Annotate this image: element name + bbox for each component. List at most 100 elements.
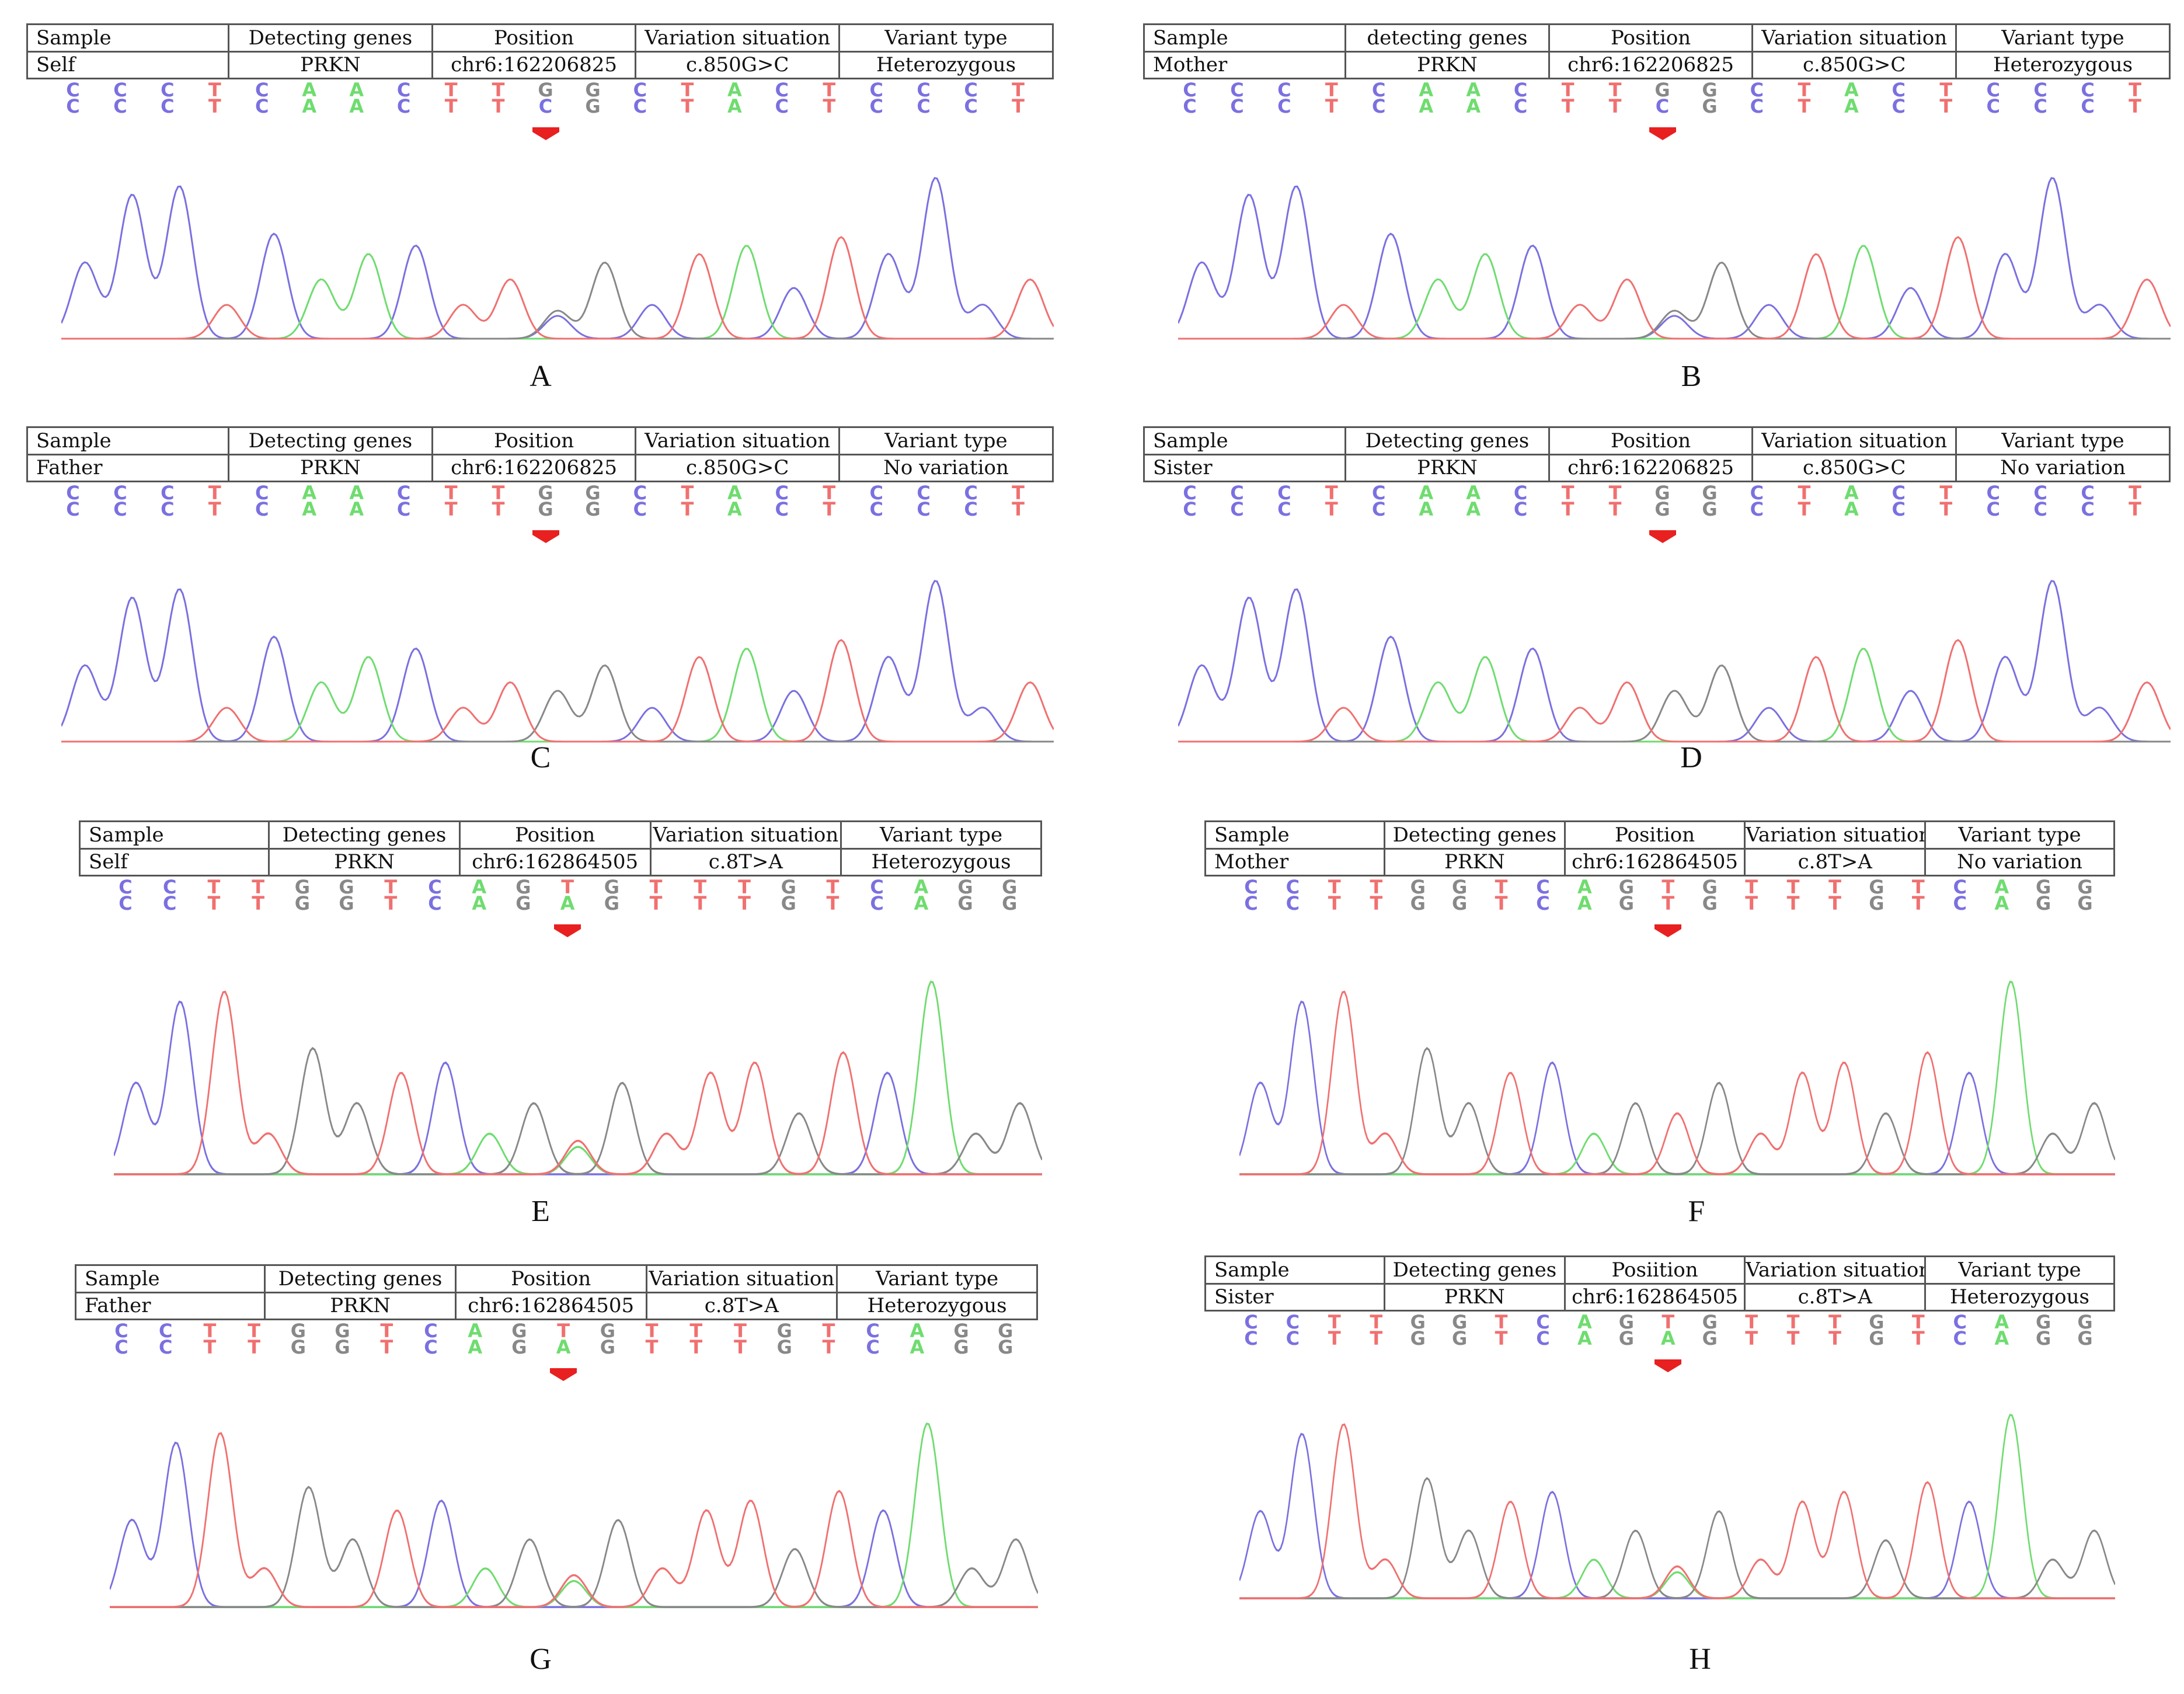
base-call: C	[1892, 95, 1906, 117]
base-call: A	[1577, 1327, 1592, 1349]
base-call: T	[1745, 1311, 1758, 1333]
base-call: G	[1410, 876, 1426, 898]
base-call: C	[113, 79, 127, 101]
base-call: C	[1183, 498, 1197, 520]
base-call: T	[822, 1336, 835, 1358]
base-call: A	[556, 1336, 571, 1358]
header-variation: Variation situation	[645, 1264, 838, 1293]
base-call: T	[681, 498, 694, 520]
base-call: C	[1655, 95, 1670, 117]
header-variation: Variation situation	[1751, 23, 1957, 53]
base-call: G	[1702, 876, 1718, 898]
base-call: G	[294, 876, 310, 898]
header-sample: Sample	[78, 820, 270, 850]
base-call: C	[161, 79, 175, 101]
trace-c	[110, 1441, 1038, 1608]
base-call: G	[1452, 876, 1468, 898]
base-call: G	[1654, 498, 1670, 520]
base-call: A	[727, 79, 742, 101]
trace-g	[110, 1486, 1038, 1608]
gene-value: PRKN	[1344, 453, 1550, 482]
header-type: Variant type	[1924, 1255, 2115, 1285]
panel-label-e: E	[531, 1195, 550, 1228]
chromatogram	[1178, 177, 2171, 340]
base-call: C	[66, 482, 80, 504]
base-call: T	[1911, 1327, 1925, 1349]
trace-t	[61, 236, 1054, 340]
base-call: A	[349, 95, 364, 117]
base-call: C	[1953, 876, 1967, 898]
gene-value: PRKN	[1384, 847, 1566, 876]
base-call: T	[1939, 498, 1953, 520]
base-call: T	[557, 1320, 570, 1342]
base-call: T	[2129, 498, 2141, 520]
trace-c	[114, 1000, 1042, 1175]
trace-c	[61, 177, 1054, 340]
base-call: C	[396, 498, 411, 520]
base-call: G	[1410, 1311, 1426, 1333]
info-table: Sample Detecting genes Position Variation s…	[74, 1264, 1038, 1320]
gene-value: PRKN	[1384, 1282, 1566, 1312]
base-call: C	[775, 79, 789, 101]
base-call: G	[1654, 482, 1670, 504]
variant-arrow-icon	[1649, 127, 1676, 140]
base-call: G	[1618, 876, 1634, 898]
base-call: C	[1892, 498, 1906, 520]
base-call: C	[2033, 95, 2047, 117]
base-call: T	[1561, 95, 1575, 117]
base-call: C	[255, 79, 269, 101]
sample-value: Father	[26, 453, 230, 482]
base-call: T	[694, 892, 707, 914]
base-call: C	[1750, 95, 1764, 117]
base-call: A	[468, 1320, 483, 1342]
header-genes: detecting genes	[1344, 23, 1550, 53]
position-value: chr6:162206825	[431, 453, 637, 482]
base-call: C	[1986, 498, 2000, 520]
base-call: C	[113, 95, 127, 117]
variation-value: c.8T>A	[645, 1291, 838, 1320]
base-call: T	[1828, 1311, 1841, 1333]
base-call: A	[349, 79, 364, 101]
base-call: T	[694, 876, 707, 898]
base-call: T	[1798, 482, 1811, 504]
base-call: A	[914, 876, 929, 898]
base-call: T	[734, 1336, 747, 1358]
header-position: Position	[454, 1264, 647, 1293]
base-call: T	[1328, 1327, 1341, 1349]
base-call: T	[1786, 876, 1800, 898]
base-call: C	[2081, 95, 2095, 117]
base-call: G	[515, 876, 531, 898]
base-call: T	[1745, 876, 1758, 898]
base-call: G	[1702, 1327, 1718, 1349]
base-call: G	[1452, 1327, 1468, 1349]
position-value: chr6:162864505	[454, 1291, 647, 1320]
base-call: T	[1328, 876, 1341, 898]
base-call: C	[964, 95, 978, 117]
base-call: A	[302, 95, 317, 117]
base-call: C	[1986, 95, 2000, 117]
base-call: C	[775, 95, 789, 117]
base-call: A	[1844, 498, 1859, 520]
base-call: C	[255, 498, 269, 520]
base-call: G	[604, 876, 619, 898]
chromatogram	[110, 1422, 1038, 1608]
base-call: A	[1419, 79, 1434, 101]
base-call: C	[633, 95, 647, 117]
base-call: T	[207, 892, 221, 914]
chromatogram	[61, 177, 1054, 340]
base-call: G	[2036, 876, 2051, 898]
base-call: C	[1277, 79, 1291, 101]
panel-label-a: A	[530, 360, 552, 393]
base-call: T	[1325, 79, 1338, 101]
base-call: T	[689, 1336, 703, 1358]
header-type: Variant type	[1924, 820, 2115, 850]
base-call: C	[119, 892, 133, 914]
base-call: C	[1953, 1327, 1967, 1349]
base-call: A	[1994, 1327, 2009, 1349]
base-call: T	[492, 482, 505, 504]
base-call: G	[294, 892, 310, 914]
